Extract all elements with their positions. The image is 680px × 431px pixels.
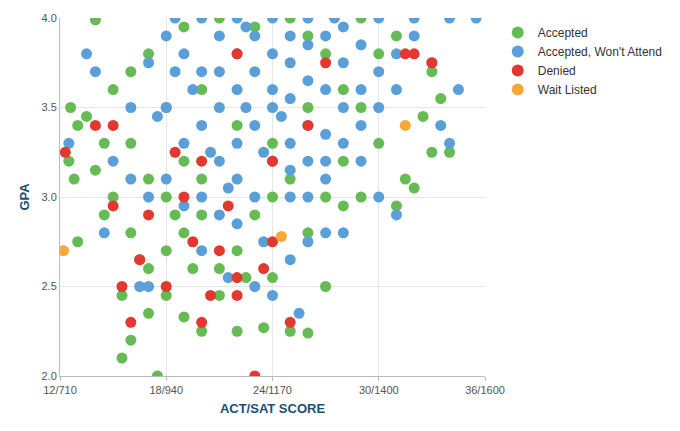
svg-text:3.5: 3.5	[42, 101, 57, 113]
svg-text:30/1400: 30/1400	[359, 384, 399, 396]
svg-text:ACT/SAT SCORE: ACT/SAT SCORE	[220, 401, 326, 416]
svg-text:36/1600: 36/1600	[465, 384, 505, 396]
svg-text:Accepted: Accepted	[538, 26, 588, 40]
svg-text:Denied: Denied	[538, 64, 576, 78]
svg-text:2.0: 2.0	[42, 370, 57, 382]
svg-text:Wait Listed: Wait Listed	[538, 83, 597, 97]
svg-text:GPA: GPA	[17, 183, 32, 211]
svg-text:18/940: 18/940	[149, 384, 183, 396]
svg-text:2.5: 2.5	[42, 280, 57, 292]
svg-text:Accepted, Won't Attend: Accepted, Won't Attend	[538, 45, 662, 59]
svg-text:4.0: 4.0	[42, 12, 57, 24]
svg-text:3.0: 3.0	[42, 191, 57, 203]
svg-text:12/710: 12/710	[43, 384, 77, 396]
svg-text:24/1170: 24/1170	[253, 384, 292, 396]
